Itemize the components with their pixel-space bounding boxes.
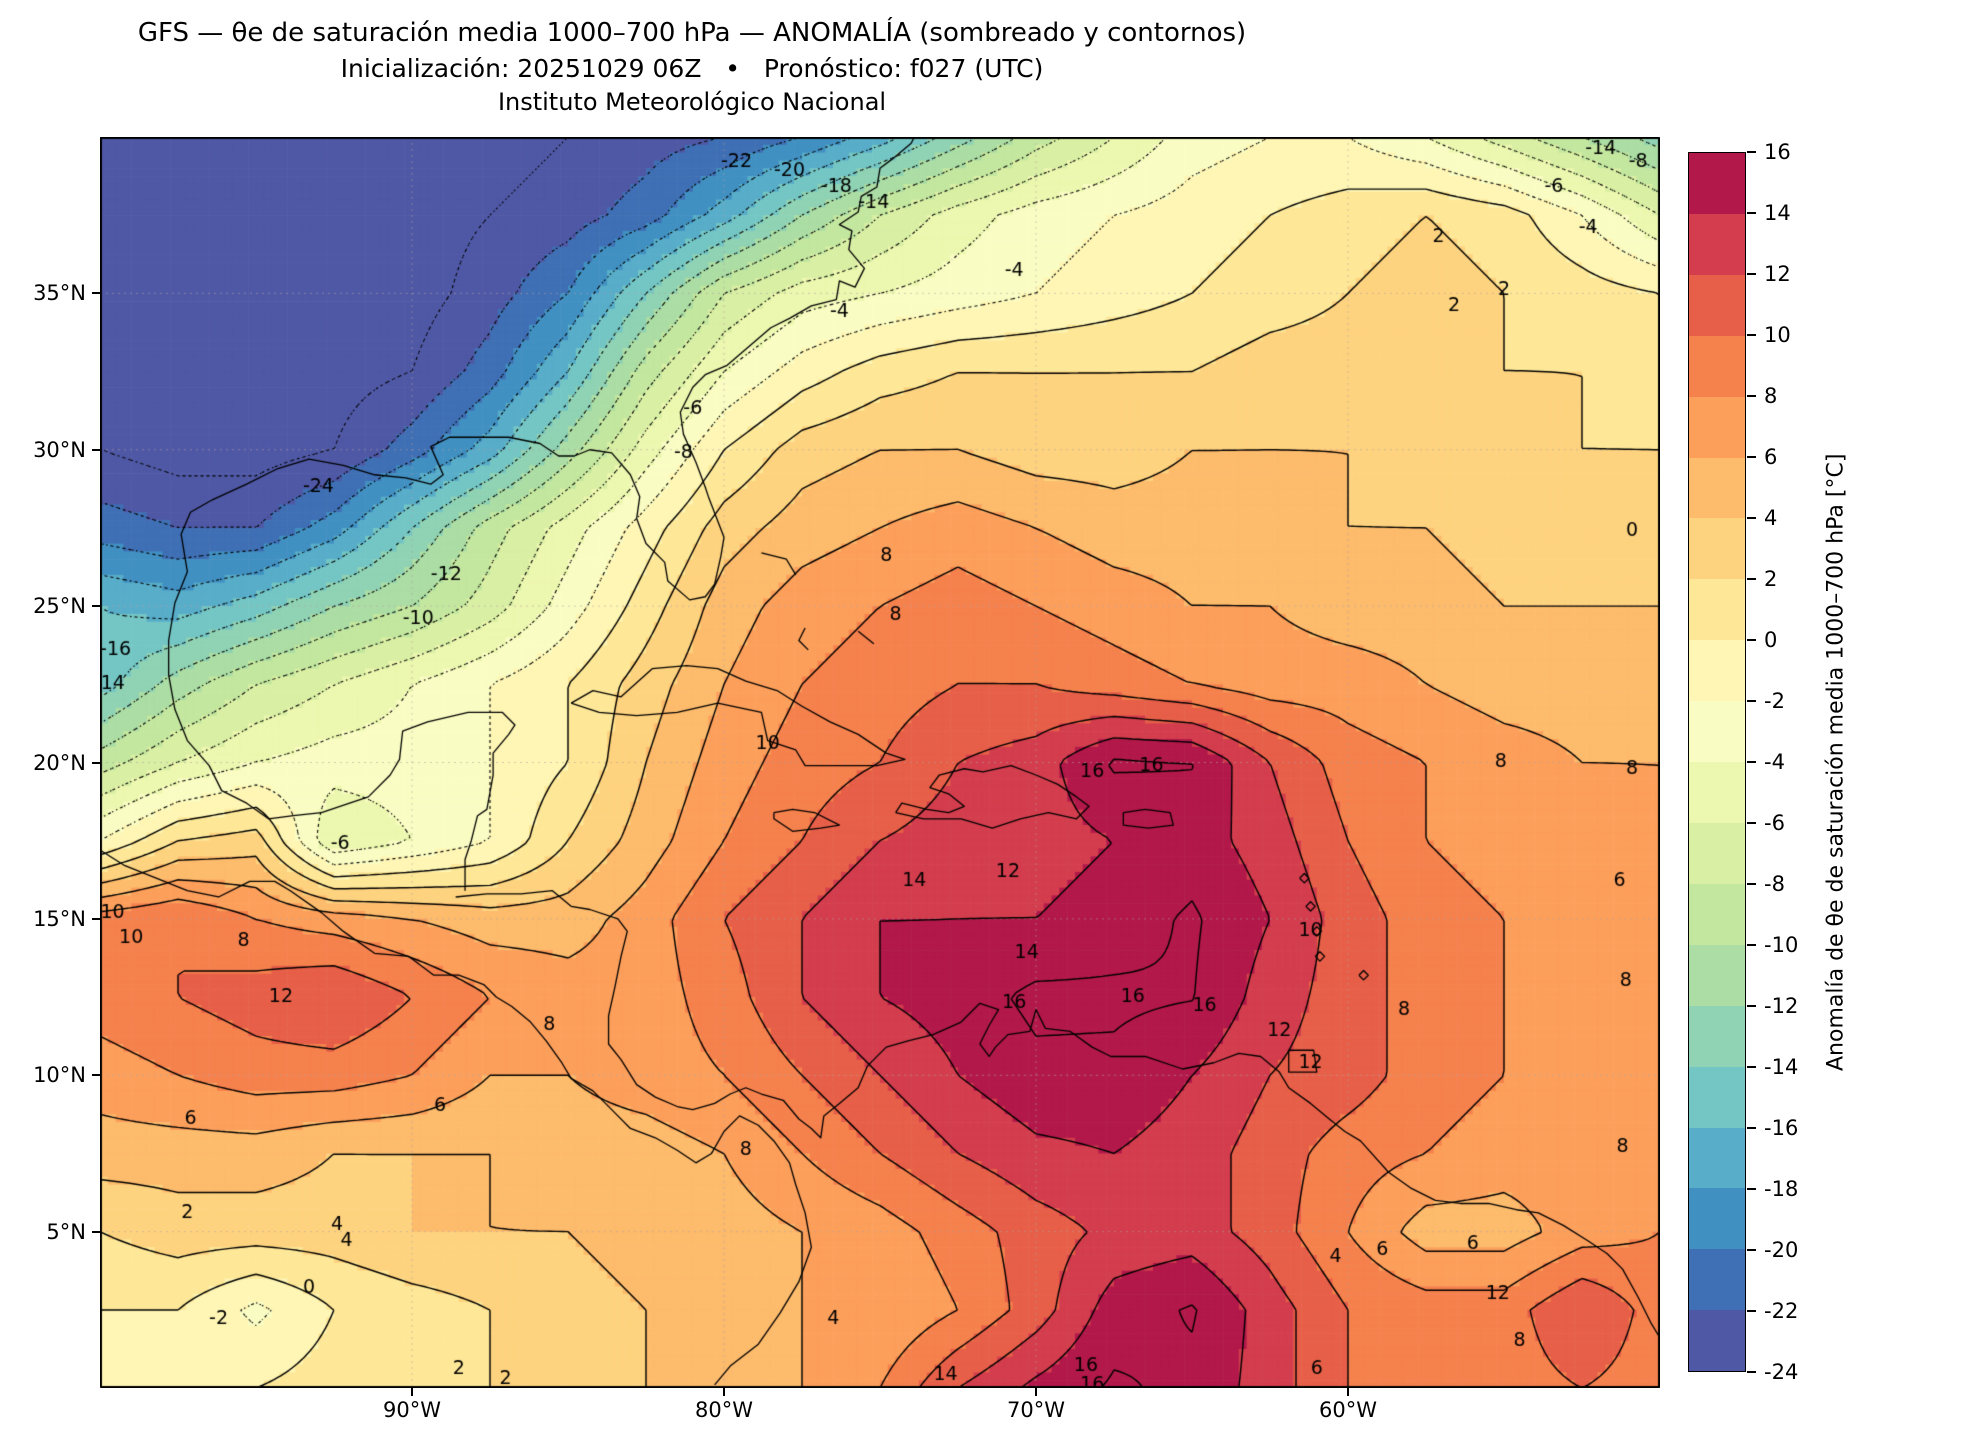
colorbar-tick-label: 12 <box>1764 262 1791 286</box>
colorbar-tick-mark <box>1747 334 1756 336</box>
colorbar-axis-label: Anomalía de θe de saturación media 1000–… <box>1823 453 1849 1071</box>
x-tick-mark <box>1035 1388 1037 1396</box>
colorbar-cell <box>1689 1249 1745 1311</box>
colorbar-cell <box>1689 883 1745 945</box>
colorbar-cell <box>1689 822 1745 884</box>
colorbar-tick-label: -10 <box>1764 933 1799 957</box>
colorbar-cell <box>1689 640 1745 702</box>
colorbar-tick-mark <box>1747 822 1756 824</box>
colorbar-tick-mark <box>1747 700 1756 702</box>
colorbar-cell <box>1689 1188 1745 1250</box>
colorbar-tick-label: -16 <box>1764 1116 1799 1140</box>
colorbar-cell <box>1689 153 1745 214</box>
y-tick-mark <box>92 761 100 764</box>
colorbar-cell <box>1689 518 1745 580</box>
colorbar-tick-label: -24 <box>1764 1360 1799 1384</box>
colorbar-tick-label: 14 <box>1764 201 1791 225</box>
colorbar-tick-mark <box>1747 1005 1756 1007</box>
colorbar-tick-label: -22 <box>1764 1299 1799 1323</box>
y-tick-mark <box>92 917 100 920</box>
colorbar-cell <box>1689 335 1745 397</box>
anomaly-map-plot <box>100 137 1660 1388</box>
colorbar-tick-mark <box>1747 273 1756 275</box>
x-tick-label: 90°W <box>383 1398 441 1422</box>
colorbar-tick-mark <box>1747 578 1756 580</box>
y-tick-label: 15°N <box>33 906 86 931</box>
x-tick-mark <box>411 1388 413 1396</box>
colorbar-tick-mark <box>1747 395 1756 397</box>
colorbar-tick-label: 4 <box>1764 506 1778 530</box>
colorbar-tick-mark <box>1747 1066 1756 1068</box>
colorbar-cell <box>1689 1066 1745 1128</box>
colorbar-cell <box>1689 1310 1745 1372</box>
y-tick-label: 30°N <box>33 437 86 462</box>
colorbar-tick-mark <box>1747 1249 1756 1251</box>
colorbar-tick-label: -14 <box>1764 1055 1799 1079</box>
colorbar-cell <box>1689 1127 1745 1189</box>
colorbar-cell <box>1689 213 1745 275</box>
y-tick-label: 5°N <box>46 1219 86 1244</box>
colorbar-tick-mark <box>1747 1188 1756 1190</box>
x-tick-label: 70°W <box>1007 1398 1065 1422</box>
colorbar-cell <box>1689 1005 1745 1067</box>
y-tick-mark <box>92 292 100 295</box>
x-tick-mark <box>1347 1388 1349 1396</box>
colorbar-cell <box>1689 274 1745 336</box>
y-tick-label: 25°N <box>33 594 86 619</box>
colorbar-tick-label: 16 <box>1764 140 1791 164</box>
chart-institution: Instituto Meteorológico Nacional <box>497 88 887 116</box>
colorbar-tick-label: -2 <box>1764 689 1785 713</box>
x-tick-mark <box>723 1388 725 1396</box>
y-tick-label: 20°N <box>33 750 86 775</box>
colorbar-cell <box>1689 457 1745 519</box>
colorbar-tick-mark <box>1747 761 1756 763</box>
colorbar-tick-label: 10 <box>1764 323 1791 347</box>
colorbar-tick-mark <box>1747 517 1756 519</box>
y-tick-mark <box>92 1230 100 1233</box>
colorbar-tick-mark <box>1747 212 1756 214</box>
y-tick-label: 35°N <box>33 281 86 306</box>
colorbar-cell <box>1689 944 1745 1006</box>
colorbar-tick-label: -12 <box>1764 994 1799 1018</box>
colorbar-tick-mark <box>1747 883 1756 885</box>
colorbar-cell <box>1689 579 1745 641</box>
colorbar-tick-label: -6 <box>1764 811 1785 835</box>
x-tick-label: 60°W <box>1319 1398 1377 1422</box>
colorbar-tick-mark <box>1747 151 1756 153</box>
colorbar <box>1688 152 1746 1372</box>
colorbar-tick-mark <box>1747 1127 1756 1129</box>
colorbar-tick-label: -20 <box>1764 1238 1799 1262</box>
chart-subtitle: Inicialización: 20251029 06Z • Pronóstic… <box>340 54 1044 83</box>
y-tick-mark <box>92 448 100 451</box>
colorbar-tick-mark <box>1747 944 1756 946</box>
colorbar-tick-label: 0 <box>1764 628 1778 652</box>
y-tick-mark <box>92 1074 100 1077</box>
colorbar-tick-mark <box>1747 1310 1756 1312</box>
colorbar-tick-label: -4 <box>1764 750 1785 774</box>
colorbar-tick-label: -18 <box>1764 1177 1799 1201</box>
y-tick-label: 10°N <box>33 1063 86 1088</box>
colorbar-tick-mark <box>1747 1371 1756 1373</box>
colorbar-cell <box>1689 762 1745 823</box>
colorbar-tick-label: 6 <box>1764 445 1778 469</box>
colorbar-tick-mark <box>1747 456 1756 458</box>
colorbar-tick-label: 8 <box>1764 384 1778 408</box>
colorbar-tick-label: 2 <box>1764 567 1778 591</box>
chart-title: GFS — θe de saturación media 1000–700 hP… <box>137 18 1247 48</box>
colorbar-tick-label: -8 <box>1764 872 1785 896</box>
colorbar-tick-mark <box>1747 639 1756 641</box>
colorbar-cell <box>1689 396 1745 458</box>
x-tick-label: 80°W <box>695 1398 753 1422</box>
y-tick-mark <box>92 605 100 608</box>
colorbar-cell <box>1689 701 1745 763</box>
